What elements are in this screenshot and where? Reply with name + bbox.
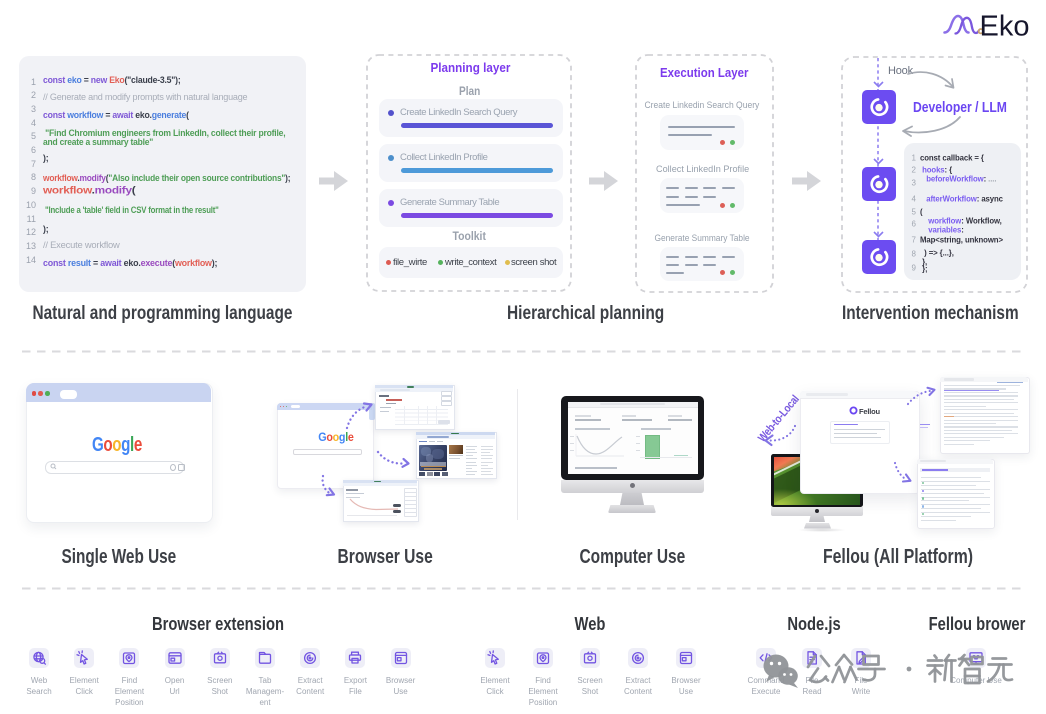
svg-text:Eko: Eko: [980, 11, 1030, 43]
